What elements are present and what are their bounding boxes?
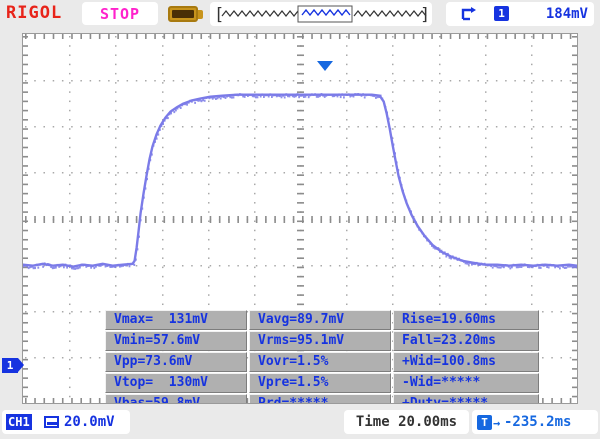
channel-1-settings[interactable]: CH1 20.0mV xyxy=(2,410,130,434)
measurement-panel: Vmax= 131mV Vmin=57.6mV Vpp=73.6mV Vtop=… xyxy=(105,310,539,403)
time-offset-value: -235.2ms xyxy=(504,414,572,430)
channel-1-label: CH1 xyxy=(6,414,32,430)
measurement-item[interactable]: Vrms=95.1mV xyxy=(249,331,391,351)
bottom-status-bar: CH1 20.0mV Time 20.00ms T → -235.2ms xyxy=(0,406,600,439)
measurement-item[interactable]: Vpp=73.6mV xyxy=(105,352,247,372)
timebase-setting[interactable]: Time 20.00ms xyxy=(344,410,469,434)
run-stop-label: STOP xyxy=(99,5,141,23)
channel-1-vertical-scale: 20.0mV xyxy=(64,414,115,430)
measurement-item[interactable]: Prd=***** xyxy=(249,394,391,403)
dc-coupling-icon xyxy=(44,416,59,428)
measurement-item[interactable]: +Wid=100.8ms xyxy=(393,352,539,372)
measurement-item[interactable]: Vbas=59.8mV xyxy=(105,394,247,403)
measurement-item[interactable]: +Duty=***** xyxy=(393,394,539,403)
svg-text:[: [ xyxy=(214,5,224,25)
measurement-item[interactable]: Vovr=1.5% xyxy=(249,352,391,372)
measurement-item[interactable]: Fall=23.20ms xyxy=(393,331,539,351)
trigger-level-value: 184mV xyxy=(545,6,588,22)
rising-edge-icon xyxy=(461,7,476,21)
timebase-value: Time 20.00ms xyxy=(355,414,458,430)
measurement-column-1: Vmax= 131mV Vmin=57.6mV Vpp=73.6mV Vtop=… xyxy=(105,310,247,403)
time-offset-setting[interactable]: T → -235.2ms xyxy=(472,410,598,434)
measurement-item[interactable]: Vmin=57.6mV xyxy=(105,331,247,351)
memory-depth-bar[interactable]: [ ] T xyxy=(210,2,432,26)
memory-depth-waveform-icon: [ ] xyxy=(214,5,430,25)
battery-icon xyxy=(168,6,198,22)
measurement-item[interactable]: Rise=19.60ms xyxy=(393,310,539,330)
measurement-item[interactable]: Vtop= 130mV xyxy=(105,373,247,393)
trigger-status-group[interactable]: 1 184mV xyxy=(446,2,594,26)
time-offset-trigger-icon: T xyxy=(477,415,492,430)
measurement-item[interactable]: Vavg=89.7mV xyxy=(249,310,391,330)
time-offset-arrow-icon: → xyxy=(493,416,501,430)
measurement-column-3: Rise=19.60ms Fall=23.20ms +Wid=100.8ms -… xyxy=(393,310,539,403)
battery-tip-icon xyxy=(198,10,203,19)
channel-1-trace xyxy=(23,93,577,270)
waveform-display[interactable]: T Vmax= 131mV Vmin=57.6mV Vpp=73.6mV Vto… xyxy=(22,33,578,404)
trigger-source-badge: 1 xyxy=(494,6,509,21)
measurement-item[interactable]: Vpre=1.5% xyxy=(249,373,391,393)
channel-1-ground-marker[interactable]: 1 xyxy=(2,358,24,373)
measurement-column-2: Vavg=89.7mV Vrms=95.1mV Vovr=1.5% Vpre=1… xyxy=(249,310,391,403)
measurement-item[interactable]: -Wid=***** xyxy=(393,373,539,393)
trigger-position-marker[interactable] xyxy=(317,61,333,71)
svg-text:]: ] xyxy=(420,5,430,25)
brand-logo: RIGOL xyxy=(6,3,63,23)
top-status-bar: RIGOL STOP [ ] T 1 184mV xyxy=(0,0,600,29)
run-stop-button[interactable]: STOP xyxy=(82,2,158,25)
measurement-item[interactable]: Vmax= 131mV xyxy=(105,310,247,330)
